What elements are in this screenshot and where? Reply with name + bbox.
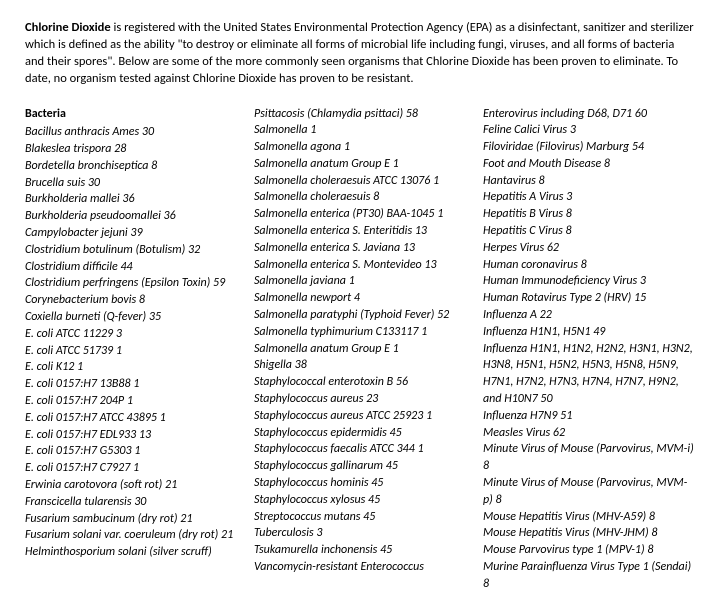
list-item: Minute Virus of Mouse (Parvovirus, MVM-p… (483, 475, 694, 509)
column-2: Psittacosis (Chlamydia psittaci) 58Salmo… (254, 106, 465, 593)
list-item: Salmonella enterica S. Javiana 13 (254, 240, 465, 257)
col3-items: Enterovirus including D68, D71 60Feline … (483, 106, 694, 593)
list-item: Staphylococcus xylosus 45 (254, 492, 465, 509)
intro-bold: Chlorine Dioxide (25, 20, 111, 35)
list-item: Filoviridae (Filovirus) Marburg 54 (483, 139, 694, 156)
list-item: Blakeslea trispora 28 (25, 141, 236, 158)
list-item: Staphylococcus aureus 23 (254, 391, 465, 408)
list-item: Clostridium perfringens (Epsilon Toxin) … (25, 275, 236, 292)
list-item: Mouse Hepatitis Virus (MHV-JHM) 8 (483, 525, 694, 542)
list-item: Influenza H1N1, H5N1 49 (483, 324, 694, 341)
list-item: Salmonella enterica S. Montevideo 13 (254, 257, 465, 274)
list-item: Salmonella agona 1 (254, 139, 465, 156)
list-item: Hantavirus 8 (483, 173, 694, 190)
list-item: Brucella suis 30 (25, 175, 236, 192)
list-item: Herpes Virus 62 (483, 240, 694, 257)
list-item: Salmonella anatum Group E 1 (254, 156, 465, 173)
list-item: Clostridium botulinum (Botulism) 32 (25, 242, 236, 259)
list-item: Bordetella bronchiseptica 8 (25, 158, 236, 175)
intro-text: is registered with the United States Env… (25, 20, 694, 86)
list-item: Coxiella burneti (Q-fever) 35 (25, 309, 236, 326)
list-item: Corynebacterium bovis 8 (25, 292, 236, 309)
list-item: Mouse Hepatitis Virus (MHV-A59) 8 (483, 509, 694, 526)
list-item: Staphylococcus hominis 45 (254, 475, 465, 492)
list-item: Salmonella 1 (254, 122, 465, 139)
list-item: E. coli K12 1 (25, 359, 236, 376)
list-item: Tuberculosis 3 (254, 525, 465, 542)
list-item: E. coli 0157:H7 EDL933 13 (25, 427, 236, 444)
list-item: Feline Calici Virus 3 (483, 122, 694, 139)
list-item: Hepatitis B Virus 8 (483, 206, 694, 223)
list-item: Campylobacter jejuni 39 (25, 225, 236, 242)
intro-paragraph: Chlorine Dioxide is registered with the … (25, 20, 694, 88)
list-item: Salmonella javiana 1 (254, 273, 465, 290)
list-item: Foot and Mouth Disease 8 (483, 156, 694, 173)
list-item: Salmonella paratyphi (Typhoid Fever) 52 (254, 307, 465, 324)
list-item: E. coli ATCC 51739 1 (25, 343, 236, 360)
list-item: Staphylococcus faecalis ATCC 344 1 (254, 441, 465, 458)
list-item: E. coli 0157:H7 C7927 1 (25, 460, 236, 477)
list-item: Salmonella newport 4 (254, 290, 465, 307)
list-item: Vancomycin-resistant Enterococcus (254, 559, 465, 576)
list-item: Hepatitis C Virus 8 (483, 223, 694, 240)
list-item: Erwinia carotovora (soft rot) 21 (25, 477, 236, 494)
list-item: Burkholderia pseudoomallei 36 (25, 208, 236, 225)
list-item: Clostridium difficile 44 (25, 259, 236, 276)
list-item: Tsukamurella inchonensis 45 (254, 542, 465, 559)
list-item: Salmonella typhimurium C133117 1 (254, 324, 465, 341)
list-item: Salmonella choleraesuis ATCC 13076 1 (254, 173, 465, 190)
list-item: Helminthosporium solani (silver scruff) (25, 544, 236, 561)
list-item: Psittacosis (Chlamydia psittaci) 58 (254, 106, 465, 123)
list-item: Influenza H1N1, H1N2, H2N2, H3N1, H3N2, … (483, 341, 694, 408)
list-item: Influenza H7N9 51 (483, 408, 694, 425)
list-item: Staphylococcal enterotoxin B 56 (254, 374, 465, 391)
col1-items: Bacillus anthracis Ames 30Blakeslea tris… (25, 124, 236, 561)
list-item: Mouse Parvovirus type 1 (MPV-1) 8 (483, 542, 694, 559)
list-item: Salmonella choleraesuis 8 (254, 189, 465, 206)
list-item: Staphylococcus gallinarum 45 (254, 458, 465, 475)
list-item: Influenza A 22 (483, 307, 694, 324)
list-item: Franscicella tularensis 30 (25, 494, 236, 511)
list-item: Bacillus anthracis Ames 30 (25, 124, 236, 141)
list-item: Streptococcus mutans 45 (254, 509, 465, 526)
list-item: Salmonella anatum Group E 1 (254, 341, 465, 358)
list-item: E. coli ATCC 11229 3 (25, 326, 236, 343)
list-item: Murine Parainfluenza Virus Type 1 (Senda… (483, 559, 694, 593)
list-item: Fusarium sambucinum (dry rot) 21 (25, 511, 236, 528)
list-item: Enterovirus including D68, D71 60 (483, 106, 694, 123)
list-item: Human Rotavirus Type 2 (HRV) 15 (483, 290, 694, 307)
list-item: Human coronavirus 8 (483, 257, 694, 274)
col2-items: Psittacosis (Chlamydia psittaci) 58Salmo… (254, 106, 465, 576)
organism-columns: Bacteria Bacillus anthracis Ames 30Blake… (25, 106, 694, 593)
bacteria-heading: Bacteria (25, 106, 236, 123)
column-3: Enterovirus including D68, D71 60Feline … (483, 106, 694, 593)
list-item: Shigella 38 (254, 357, 465, 374)
list-item: E. coli 0157:H7 13B88 1 (25, 376, 236, 393)
list-item: Measles Virus 62 (483, 425, 694, 442)
list-item: Hepatitis A Virus 3 (483, 189, 694, 206)
list-item: Human Immunodeficiency Virus 3 (483, 273, 694, 290)
list-item: E. coli 0157:H7 G5303 1 (25, 443, 236, 460)
list-item: E. coli 0157:H7 204P 1 (25, 393, 236, 410)
list-item: Burkholderia mallei 36 (25, 191, 236, 208)
list-item: Staphylococcus epidermidis 45 (254, 425, 465, 442)
column-1: Bacteria Bacillus anthracis Ames 30Blake… (25, 106, 236, 593)
list-item: Fusarium solani var. coeruleum (dry rot)… (25, 527, 236, 544)
list-item: Staphylococcus aureus ATCC 25923 1 (254, 408, 465, 425)
list-item: Minute Virus of Mouse (Parvovirus, MVM-i… (483, 441, 694, 475)
list-item: E. coli 0157:H7 ATCC 43895 1 (25, 410, 236, 427)
list-item: Salmonella enterica (PT30) BAA-1045 1 (254, 206, 465, 223)
list-item: Salmonella enterica S. Enteritidis 13 (254, 223, 465, 240)
